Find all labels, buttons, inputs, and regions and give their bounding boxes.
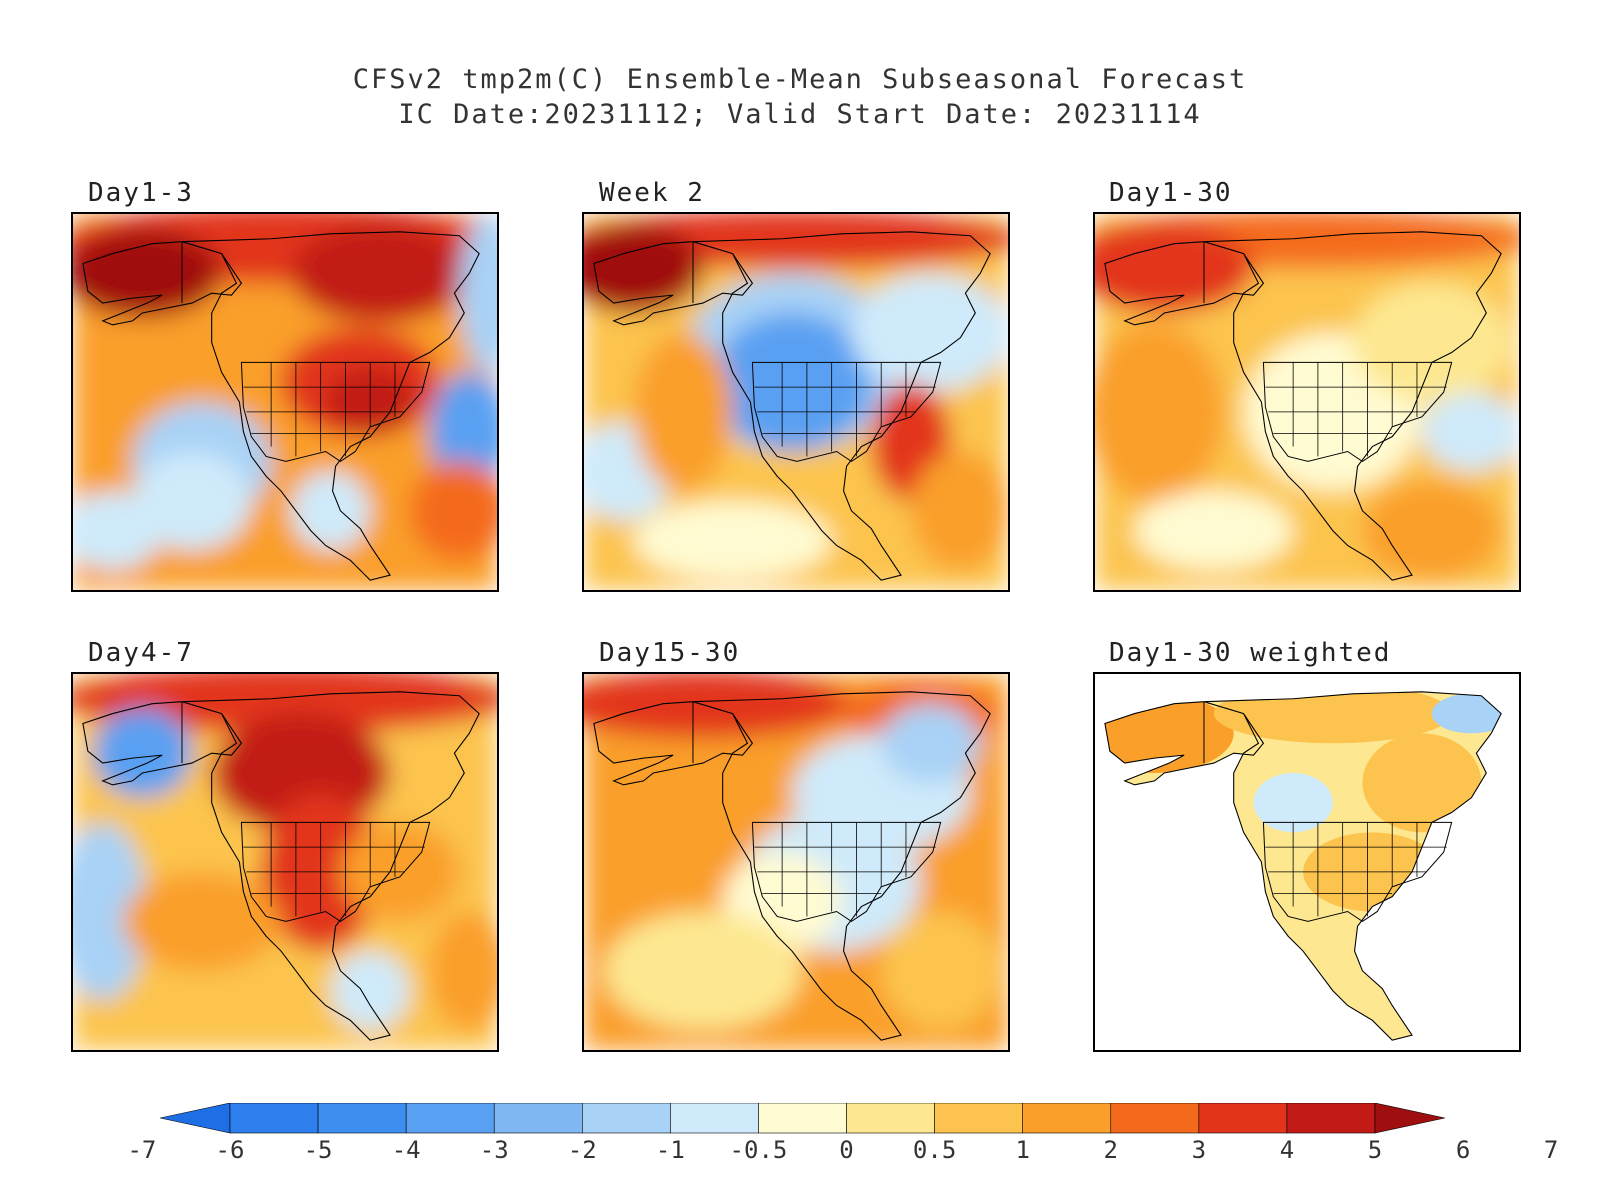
colorbar-tick-label: -4: [391, 1136, 421, 1164]
temperature-anomaly-map: [1104, 691, 1502, 1041]
colorbar-bin: [846, 1103, 935, 1134]
colorbar-bin: [670, 1103, 759, 1134]
colorbar-tick-label: 4: [1279, 1136, 1295, 1164]
colorbar-tick-label: -5: [303, 1136, 333, 1164]
colorbar-bin: [758, 1103, 847, 1134]
colorbar-bin: [317, 1103, 407, 1134]
panel-label-day1-3: Day1-3: [88, 178, 194, 208]
state-boundaries: [243, 822, 425, 917]
colorbar-tick-label: -3: [479, 1136, 509, 1164]
state-boundaries: [754, 362, 936, 457]
panel-label-day1-30: Day1-30: [1109, 178, 1233, 208]
colorbar-bin: [1286, 1103, 1376, 1134]
map-panel-day1-30-weighted: [1093, 672, 1521, 1052]
map-title-line2: IC Date:20231112; Valid Start Date: 2023…: [398, 99, 1202, 130]
colorbar-arrow-high: [1374, 1103, 1445, 1134]
coastline: [1104, 691, 1502, 1041]
colorbar-tick-label: 7: [1543, 1136, 1559, 1164]
colorbar-tick-label: -7: [127, 1136, 157, 1164]
temperature-anomaly-map: [73, 214, 497, 590]
map-panel-day1-30: [1093, 212, 1521, 592]
colorbar-tick-label: -1: [655, 1136, 685, 1164]
colorbar-bin: [934, 1103, 1023, 1134]
us-border: [240, 821, 431, 922]
coastline: [82, 231, 480, 581]
colorbar-tick-label: 3: [1191, 1136, 1207, 1164]
colorbar-tick-label: -6: [215, 1136, 245, 1164]
colorbar-bin: [493, 1103, 583, 1134]
coastline: [1104, 231, 1502, 581]
colorbar-tick-label: 5: [1367, 1136, 1383, 1164]
colorbar: [160, 1103, 1445, 1134]
map-title-line1: CFSv2 tmp2m(C) Ensemble-Mean Subseasonal…: [352, 64, 1248, 95]
map-panel-week2: [582, 212, 1010, 592]
colorbar-bin: [229, 1103, 319, 1134]
state-boundaries: [1265, 362, 1447, 457]
temperature-anomaly-map: [584, 674, 1008, 1050]
state-boundaries: [243, 362, 425, 457]
state-boundaries: [754, 822, 936, 917]
coastline: [593, 231, 991, 581]
temperature-anomaly-map: [584, 214, 1008, 590]
us-border: [1262, 821, 1453, 922]
colorbar-tick-label: 6: [1455, 1136, 1471, 1164]
coastline: [593, 691, 991, 1041]
temperature-anomaly-map: [1095, 214, 1519, 590]
colorbar-bin: [405, 1103, 495, 1134]
state-boundaries: [1265, 822, 1447, 917]
map-panel-day15-30: [582, 672, 1010, 1052]
panel-label-day15-30: Day15-30: [599, 638, 741, 668]
panel-label-day1-30-weighted: Day1-30 weighted: [1109, 638, 1392, 668]
panel-label-week2: Week 2: [599, 178, 705, 208]
colorbar-tick-label: 1: [1015, 1136, 1030, 1164]
coastline: [82, 691, 480, 1041]
us-border: [751, 361, 942, 462]
colorbar-tick-label: 0: [839, 1136, 854, 1164]
map-panel-day1-3: [71, 212, 499, 592]
colorbar-bin: [582, 1103, 671, 1134]
temperature-anomaly-map: [73, 674, 497, 1050]
colorbar-bin: [1198, 1103, 1288, 1134]
colorbar-tick-label: -0.5: [729, 1136, 788, 1164]
colorbar-bin: [1110, 1103, 1200, 1134]
us-border: [240, 361, 431, 462]
colorbar-tick-label: 0.5: [912, 1136, 957, 1164]
map-panel-day4-7: [71, 672, 499, 1052]
us-border: [751, 821, 942, 922]
panel-label-day4-7: Day4-7: [88, 638, 194, 668]
colorbar-tick-label: -2: [567, 1136, 597, 1164]
colorbar-tick-label: 2: [1103, 1136, 1118, 1164]
colorbar-arrow-low: [160, 1103, 231, 1134]
colorbar-bin: [1022, 1103, 1112, 1134]
us-border: [1262, 361, 1453, 462]
